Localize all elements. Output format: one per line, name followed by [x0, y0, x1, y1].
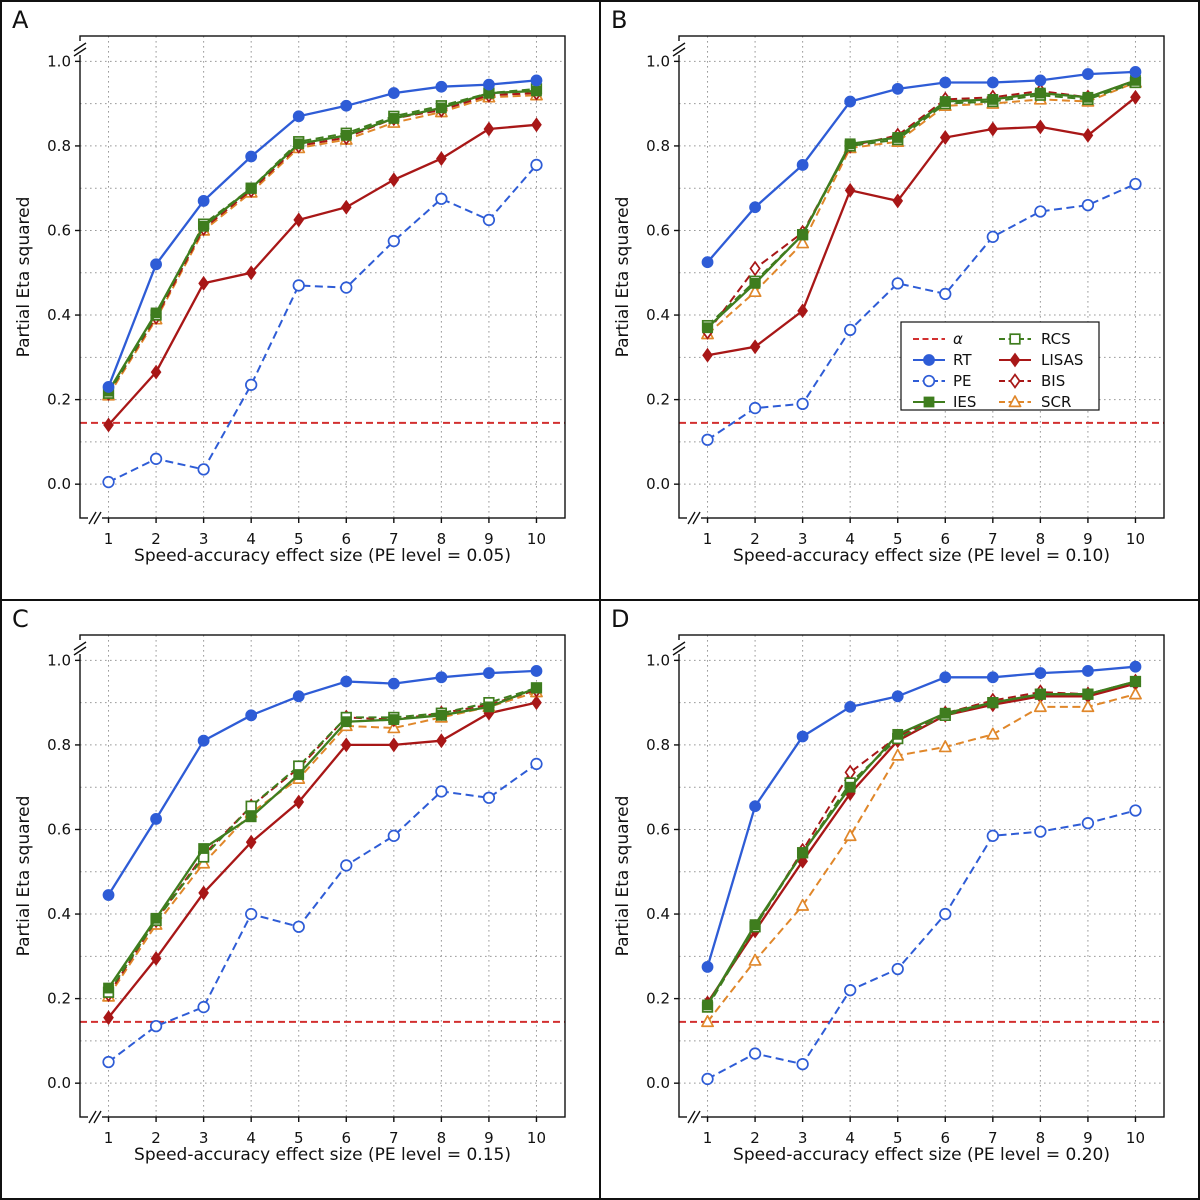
panel-a-label: A — [12, 6, 29, 34]
svg-text:0.6: 0.6 — [646, 820, 670, 838]
svg-text:1.0: 1.0 — [646, 52, 670, 70]
svg-text:6: 6 — [941, 1129, 951, 1147]
panel-c: C 0.0 0.2 0.4 0.6 0.8 1.0 1 2 3 4 5 6 7 8 9 10 Partial … — [2, 601, 599, 1198]
svg-text:5: 5 — [294, 1129, 304, 1147]
svg-text:3: 3 — [798, 530, 808, 548]
svg-text:α: α — [953, 330, 963, 348]
panel-c-chart: 0.0 0.2 0.4 0.6 0.8 1.0 1 2 3 4 5 6 7 8 9 10 — [47, 634, 566, 1147]
svg-text:4: 4 — [246, 530, 256, 548]
svg-text:0.4: 0.4 — [47, 905, 71, 923]
svg-text:0.2: 0.2 — [47, 990, 71, 1008]
svg-text:7: 7 — [389, 530, 399, 548]
svg-text:3: 3 — [199, 1129, 209, 1147]
svg-text:1: 1 — [104, 530, 114, 548]
svg-text:4: 4 — [845, 1129, 855, 1147]
svg-text:3: 3 — [199, 530, 209, 548]
svg-text:7: 7 — [988, 530, 998, 548]
svg-text:1: 1 — [703, 530, 713, 548]
svg-text:6: 6 — [342, 1129, 352, 1147]
legend: α RT PE IES RCS LISAS BIS SCR — [900, 321, 1100, 411]
svg-text:0.8: 0.8 — [47, 137, 71, 155]
svg-text:0.2: 0.2 — [47, 391, 71, 409]
svg-text:3: 3 — [798, 1129, 808, 1147]
svg-text:7: 7 — [389, 1129, 399, 1147]
svg-text:7: 7 — [988, 1129, 998, 1147]
svg-text:6: 6 — [941, 530, 951, 548]
svg-text:0.4: 0.4 — [646, 905, 670, 923]
svg-text:0.2: 0.2 — [646, 391, 670, 409]
panel-d: D 0.0 0.2 0.4 0.6 0.8 1.0 1 2 3 4 5 6 7 8 9 10 Partial … — [601, 601, 1198, 1198]
panel-d-label: D — [611, 605, 630, 633]
svg-text:10: 10 — [527, 1129, 546, 1147]
svg-text:SCR: SCR — [1041, 393, 1071, 411]
svg-text:0.8: 0.8 — [646, 736, 670, 754]
panel-a-ylabel: Partial Eta squared — [14, 196, 34, 358]
panel-d-xlabel: Speed-accuracy effect size (PE level = 0… — [733, 1145, 1110, 1165]
panel-b-ylabel: Partial Eta squared — [613, 196, 633, 358]
svg-text:2: 2 — [151, 530, 161, 548]
svg-text:0.8: 0.8 — [47, 736, 71, 754]
panel-d-ylabel: Partial Eta squared — [613, 795, 633, 957]
svg-text:0.6: 0.6 — [47, 221, 71, 239]
panel-b-xlabel: Speed-accuracy effect size (PE level = 0… — [733, 546, 1110, 566]
svg-text:0.4: 0.4 — [646, 306, 670, 324]
panel-a-chart: 0.0 0.2 0.4 0.6 0.8 1.0 1 2 3 4 5 6 7 8 9 10 — [47, 35, 566, 548]
panel-c-ylabel: Partial Eta squared — [14, 795, 34, 957]
svg-text:0.0: 0.0 — [47, 1074, 71, 1092]
svg-text:9: 9 — [1083, 1129, 1093, 1147]
panel-a-xlabel: Speed-accuracy effect size (PE level = 0… — [134, 546, 511, 566]
svg-text:0.0: 0.0 — [47, 475, 71, 493]
panel-d-chart: 0.0 0.2 0.4 0.6 0.8 1.0 1 2 3 4 5 6 7 8 9 10 — [646, 634, 1165, 1147]
svg-text:0.6: 0.6 — [646, 221, 670, 239]
svg-text:2: 2 — [750, 1129, 760, 1147]
panel-b: B 0.0 0.2 0.4 0.6 0.8 1.0 1 2 3 4 5 6 7 8 9 10 α RT PE IES R… — [601, 2, 1198, 599]
svg-text:1.0: 1.0 — [646, 651, 670, 669]
svg-text:0.6: 0.6 — [47, 820, 71, 838]
svg-text:1.0: 1.0 — [47, 651, 71, 669]
svg-text:1.0: 1.0 — [47, 52, 71, 70]
svg-text:IES: IES — [953, 393, 976, 411]
svg-text:PE: PE — [953, 372, 972, 390]
svg-text:9: 9 — [484, 530, 494, 548]
svg-text:5: 5 — [893, 530, 903, 548]
svg-text:0.4: 0.4 — [47, 306, 71, 324]
panel-b-chart: 0.0 0.2 0.4 0.6 0.8 1.0 1 2 3 4 5 6 7 8 9 10 α RT PE IES RCS… — [646, 35, 1165, 548]
svg-text:BIS: BIS — [1041, 372, 1065, 390]
svg-text:RT: RT — [953, 351, 972, 369]
svg-text:8: 8 — [437, 1129, 447, 1147]
svg-text:10: 10 — [527, 530, 546, 548]
svg-text:10: 10 — [1126, 1129, 1145, 1147]
svg-text:RCS: RCS — [1041, 330, 1071, 348]
panel-a: A 0.0 0.2 0.4 0.6 0.8 1.0 1 2 3 4 5 6 7 8 9 10 Partial … — [2, 2, 599, 599]
svg-text:2: 2 — [151, 1129, 161, 1147]
svg-text:10: 10 — [1126, 530, 1145, 548]
svg-text:1: 1 — [703, 1129, 713, 1147]
svg-text:6: 6 — [342, 530, 352, 548]
svg-text:0.0: 0.0 — [646, 475, 670, 493]
svg-text:0.0: 0.0 — [646, 1074, 670, 1092]
svg-text:5: 5 — [294, 530, 304, 548]
svg-text:9: 9 — [484, 1129, 494, 1147]
svg-text:4: 4 — [845, 530, 855, 548]
svg-text:2: 2 — [750, 530, 760, 548]
svg-text:0.2: 0.2 — [646, 990, 670, 1008]
panel-c-label: C — [12, 605, 29, 633]
svg-text:8: 8 — [1036, 1129, 1046, 1147]
svg-text:8: 8 — [437, 530, 447, 548]
panel-c-xlabel: Speed-accuracy effect size (PE level = 0… — [134, 1145, 511, 1165]
svg-text:8: 8 — [1036, 530, 1046, 548]
svg-text:9: 9 — [1083, 530, 1093, 548]
svg-text:1: 1 — [104, 1129, 114, 1147]
svg-text:0.8: 0.8 — [646, 137, 670, 155]
panel-b-label: B — [611, 6, 628, 34]
svg-text:5: 5 — [893, 1129, 903, 1147]
svg-text:LISAS: LISAS — [1041, 351, 1083, 369]
svg-text:4: 4 — [246, 1129, 256, 1147]
